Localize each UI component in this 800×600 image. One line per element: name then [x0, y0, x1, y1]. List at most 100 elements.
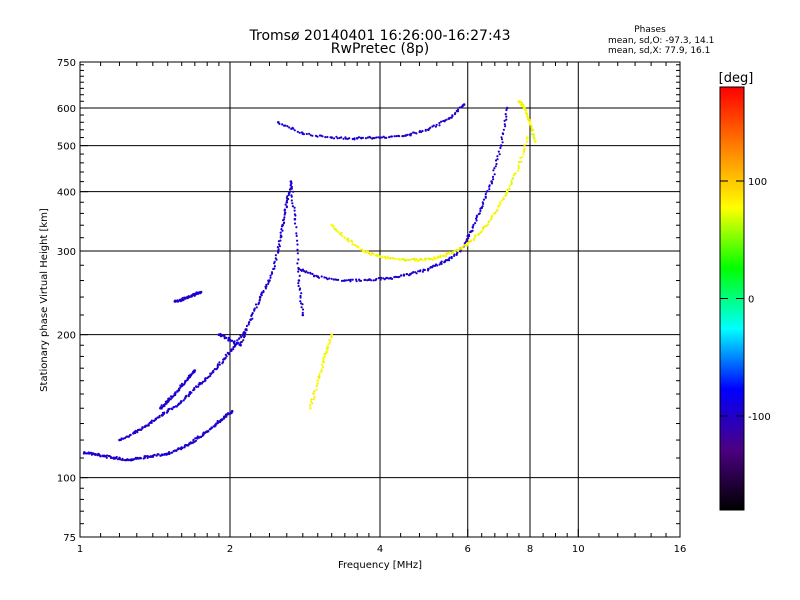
data-point — [499, 144, 503, 147]
data-point — [194, 439, 198, 442]
data-point — [195, 385, 198, 388]
data-point — [421, 270, 424, 273]
data-point — [343, 279, 347, 282]
data-point — [391, 257, 395, 260]
data-point — [210, 426, 214, 429]
data-point — [432, 124, 435, 127]
data-point — [445, 252, 448, 255]
data-point — [298, 288, 301, 291]
data-point — [416, 259, 419, 262]
data-point — [303, 270, 306, 273]
data-point — [322, 356, 325, 360]
data-point — [228, 352, 231, 355]
data-point — [503, 119, 506, 122]
data-point — [269, 276, 272, 279]
data-point — [364, 137, 367, 140]
data-point — [530, 126, 533, 129]
data-point — [295, 234, 298, 237]
data-point — [286, 125, 289, 128]
data-point — [293, 129, 296, 132]
data-point — [497, 150, 500, 153]
colorbar-tick-label: 100 — [748, 177, 767, 188]
data-point — [336, 137, 339, 140]
data-point — [119, 438, 123, 441]
colorbar-tick-label: -100 — [748, 412, 771, 423]
data-point — [299, 296, 302, 299]
data-point — [326, 349, 329, 352]
data-point — [502, 196, 505, 199]
data-point — [496, 208, 499, 211]
data-point — [282, 218, 286, 221]
data-point — [159, 454, 162, 457]
data-point — [285, 205, 288, 208]
data-point — [428, 257, 431, 260]
data-point — [500, 199, 504, 202]
data-point — [301, 268, 304, 271]
data-point — [274, 254, 277, 257]
data-point — [456, 251, 459, 254]
data-point — [141, 426, 144, 429]
data-point — [431, 266, 434, 269]
data-point — [293, 222, 297, 225]
data-point — [385, 136, 388, 139]
data-point — [315, 388, 318, 391]
data-point — [317, 276, 321, 279]
data-point — [348, 137, 351, 140]
data-point — [273, 260, 276, 263]
data-point — [380, 276, 383, 279]
data-point — [444, 255, 447, 258]
data-point — [209, 372, 212, 375]
data-point — [161, 414, 164, 417]
data-point — [305, 132, 308, 136]
data-point — [94, 452, 97, 456]
data-point — [225, 336, 228, 339]
data-point — [216, 420, 219, 423]
data-point — [408, 259, 411, 262]
data-point — [296, 130, 299, 133]
data-point — [311, 134, 314, 137]
data-point — [472, 223, 475, 226]
data-point — [321, 363, 324, 366]
data-point — [487, 223, 490, 226]
data-point — [330, 333, 334, 337]
data-point — [390, 135, 393, 138]
data-point — [257, 301, 261, 304]
data-point — [496, 158, 499, 161]
data-point — [335, 229, 338, 232]
data-point — [296, 252, 299, 255]
data-point — [280, 228, 283, 231]
data-point — [129, 433, 132, 437]
data-point — [499, 203, 502, 206]
data-point — [495, 162, 498, 166]
data-point — [505, 190, 509, 193]
data-point — [278, 245, 281, 248]
data-point — [245, 324, 248, 328]
data-point — [521, 155, 524, 159]
data-point — [438, 263, 441, 266]
data-point — [508, 187, 511, 190]
data-point — [281, 229, 284, 232]
data-point — [279, 239, 282, 242]
data-point — [323, 355, 327, 358]
data-point — [344, 137, 348, 140]
data-point — [421, 129, 424, 133]
data-point — [295, 232, 298, 235]
data-point — [301, 303, 304, 306]
data-point — [448, 256, 451, 259]
data-point — [321, 135, 324, 138]
data-point — [404, 134, 407, 137]
data-point — [318, 372, 321, 375]
data-point — [438, 124, 441, 127]
data-point — [359, 248, 362, 251]
data-point — [488, 188, 491, 191]
data-point — [190, 391, 193, 394]
data-point — [491, 175, 495, 178]
data-point — [207, 429, 210, 433]
data-point — [284, 203, 287, 206]
data-point — [183, 382, 186, 385]
data-point — [297, 279, 301, 282]
data-point — [310, 398, 313, 401]
data-point — [244, 331, 247, 334]
data-point — [496, 155, 499, 158]
data-point — [510, 180, 513, 183]
